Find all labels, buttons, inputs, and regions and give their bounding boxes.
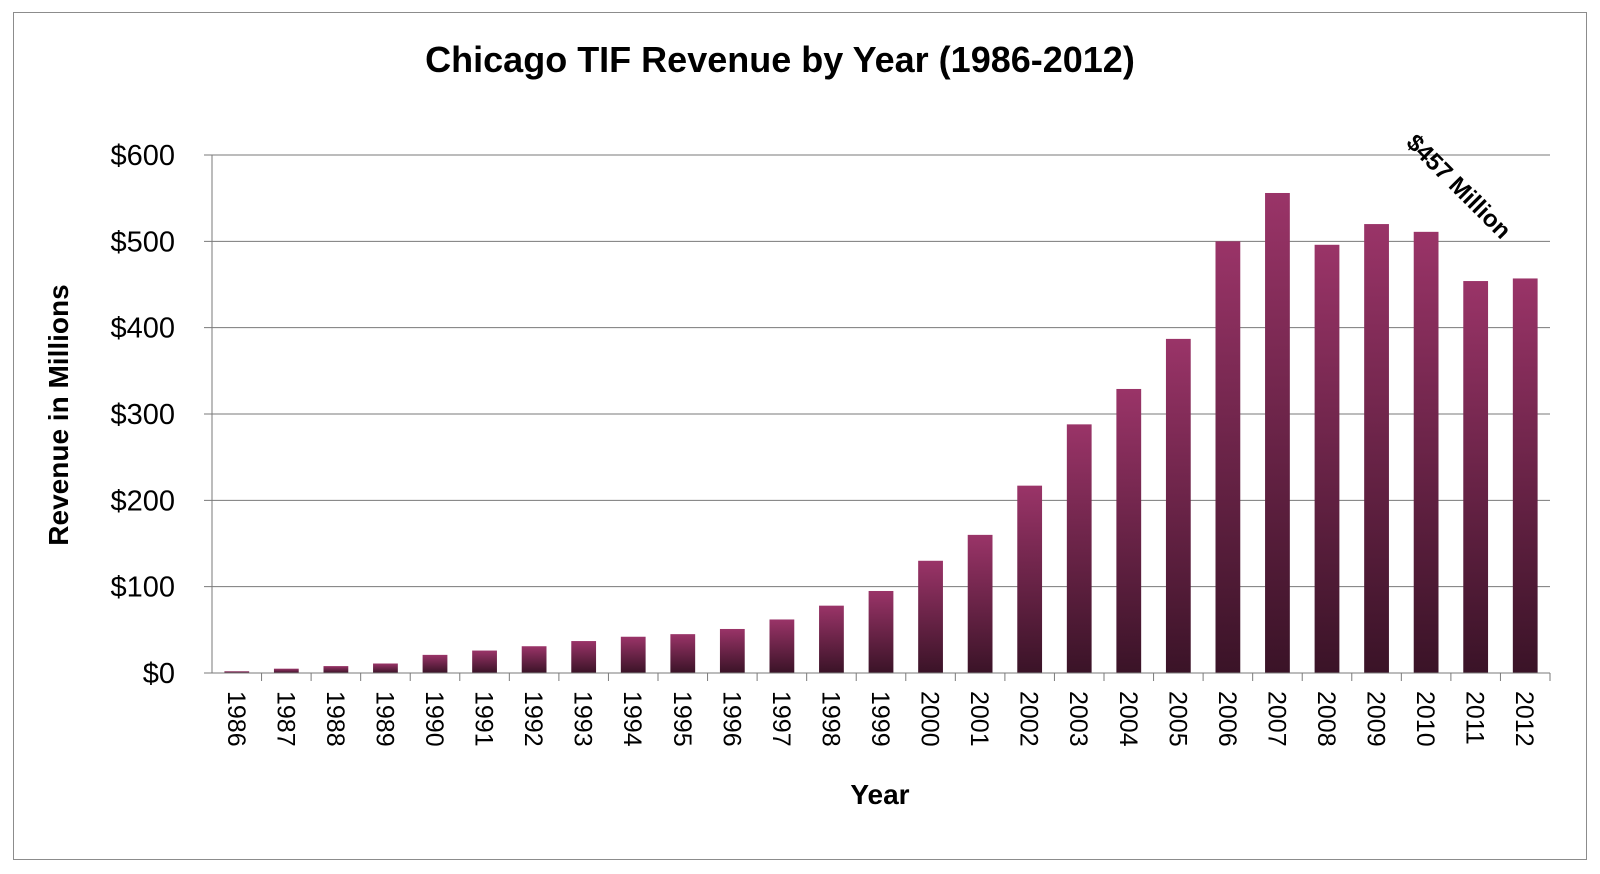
bar-2002 [1017, 485, 1043, 673]
y-tick-label: $0 [143, 658, 175, 690]
chart-title: Chicago TIF Revenue by Year (1986-2012) [425, 39, 1135, 80]
axes [204, 155, 1551, 681]
x-tick-label: 2012 [1510, 691, 1538, 747]
bar-2003 [1066, 424, 1092, 673]
bar-2005 [1165, 338, 1191, 673]
bar-1989 [373, 663, 398, 673]
bar-1988 [323, 666, 349, 673]
x-tick-label: 1994 [618, 691, 646, 747]
bar-2009 [1364, 224, 1389, 674]
x-tick-label: 1990 [420, 691, 448, 747]
x-tick-label: 2008 [1312, 691, 1340, 747]
bar-1991 [472, 650, 497, 673]
x-tick-label: 1993 [569, 691, 597, 747]
x-axis-label: Year [850, 779, 909, 810]
bar-1992 [521, 646, 547, 673]
y-tick-label: $600 [110, 140, 175, 172]
y-tick-label: $100 [110, 572, 175, 604]
x-tick-label: 2003 [1064, 691, 1092, 747]
bar-1996 [719, 628, 745, 673]
x-tick-label: 2001 [965, 691, 993, 747]
bar-2011 [1463, 281, 1489, 673]
bar-1994 [620, 636, 646, 673]
x-tick-label: 1992 [519, 691, 547, 747]
bar-1990 [422, 654, 448, 673]
x-tick-label: 1989 [370, 691, 398, 747]
x-tick-label: 1995 [668, 691, 696, 747]
x-tick-label: 2002 [1015, 691, 1043, 747]
x-tick-label: 2011 [1461, 691, 1489, 745]
bar-2010 [1413, 231, 1439, 673]
y-tick-labels: $0 $100 $200 $300 $400 $500 $600 [110, 140, 175, 690]
gridlines [204, 154, 1550, 588]
bar-2007 [1265, 192, 1290, 673]
bar-2000 [918, 560, 943, 673]
x-tick-label: 2006 [1213, 691, 1241, 747]
bar-2006 [1215, 241, 1241, 674]
y-tick-label: $200 [110, 485, 175, 517]
x-tick-label: 1987 [271, 691, 299, 747]
x-tick-label: 1986 [222, 691, 250, 747]
x-tick-label: 1996 [717, 691, 745, 747]
x-tick-labels: 1986 1987 1988 1989 1990 1991 1992 1993 1994 1995… [222, 691, 1538, 747]
bar-1987 [273, 668, 299, 673]
y-tick-label: $300 [110, 399, 175, 431]
bar-1997 [769, 619, 795, 673]
bars [224, 192, 1538, 674]
x-tick-label: 2000 [916, 691, 944, 747]
bar-1998 [819, 605, 844, 673]
x-tick-label: 2005 [1163, 691, 1191, 747]
bar-2001 [967, 534, 993, 673]
bar-1995 [670, 634, 696, 673]
x-tick-label: 2009 [1362, 691, 1390, 747]
x-tick-label: 1999 [866, 691, 894, 747]
bar-1986 [224, 671, 250, 673]
x-tick-label: 1998 [816, 691, 844, 747]
bar-1999 [868, 590, 894, 673]
x-tick-label: 2007 [1262, 691, 1290, 747]
bar-2012 [1512, 278, 1538, 673]
x-tick-label: 2004 [1114, 691, 1142, 747]
bar-2004 [1116, 388, 1142, 673]
x-tick-label: 1997 [767, 691, 795, 747]
y-tick-label: $500 [110, 226, 175, 258]
x-tick-label: 2010 [1411, 691, 1439, 747]
bar-1993 [571, 641, 597, 673]
x-tick-label: 1991 [470, 691, 498, 747]
y-tick-label: $400 [110, 313, 175, 345]
y-axis-label: Revenue in Millions [43, 284, 74, 545]
x-tick-label: 1988 [321, 691, 349, 747]
bar-2008 [1314, 244, 1340, 673]
annotation-457-million: $457 Million [1401, 129, 1516, 244]
